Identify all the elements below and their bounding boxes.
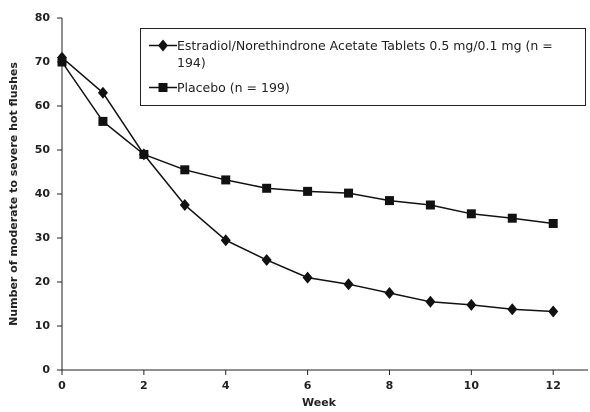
- x-tick-label: 6: [304, 379, 312, 392]
- x-tick-label: 0: [58, 379, 66, 392]
- marker: [466, 209, 476, 219]
- marker: [344, 188, 354, 198]
- marker: [302, 271, 313, 284]
- marker: [98, 116, 108, 126]
- y-tick-label: 70: [35, 55, 51, 68]
- marker: [180, 165, 190, 175]
- marker: [97, 86, 108, 99]
- marker: [507, 213, 517, 223]
- x-tick-label: 2: [140, 379, 148, 392]
- legend-label: Placebo (n = 199): [177, 80, 290, 95]
- legend: Estradiol/Norethindrone Acetate Tablets …: [140, 28, 586, 106]
- marker: [384, 196, 394, 206]
- marker: [139, 149, 149, 159]
- x-tick-label: 4: [222, 379, 230, 392]
- x-axis-label: Week: [302, 396, 337, 409]
- y-tick-label: 10: [35, 319, 51, 332]
- marker: [548, 305, 559, 318]
- marker: [507, 303, 518, 316]
- y-axis-label: Number of moderate to severe hot flushes: [7, 62, 20, 326]
- y-tick-label: 20: [35, 275, 51, 288]
- marker: [303, 186, 313, 196]
- marker: [384, 287, 395, 299]
- y-tick-label: 60: [35, 99, 51, 112]
- marker: [548, 218, 558, 228]
- marker: [158, 83, 168, 92]
- y-tick-label: 50: [35, 143, 51, 156]
- marker: [343, 278, 354, 291]
- x-tick-label: 8: [386, 379, 394, 392]
- legend-swatch: [149, 83, 177, 92]
- marker: [466, 298, 477, 311]
- marker: [220, 234, 231, 247]
- y-tick-label: 30: [35, 231, 51, 244]
- marker: [262, 183, 272, 193]
- legend-label: Estradiol/Norethindrone Acetate Tablets …: [177, 38, 553, 70]
- y-tick-label: 0: [42, 363, 50, 376]
- y-tick-label: 80: [35, 11, 51, 24]
- legend-item: Placebo (n = 199): [149, 79, 577, 96]
- marker: [57, 57, 67, 67]
- marker: [425, 200, 435, 210]
- x-tick-label: 12: [546, 379, 561, 392]
- marker: [221, 175, 231, 185]
- y-tick-label: 40: [35, 187, 51, 200]
- legend-swatch: [149, 39, 177, 52]
- marker: [425, 295, 436, 308]
- x-tick-label: 10: [464, 379, 480, 392]
- marker: [179, 199, 190, 211]
- marker: [158, 39, 168, 52]
- legend-item: Estradiol/Norethindrone Acetate Tablets …: [149, 37, 577, 71]
- marker: [261, 254, 272, 266]
